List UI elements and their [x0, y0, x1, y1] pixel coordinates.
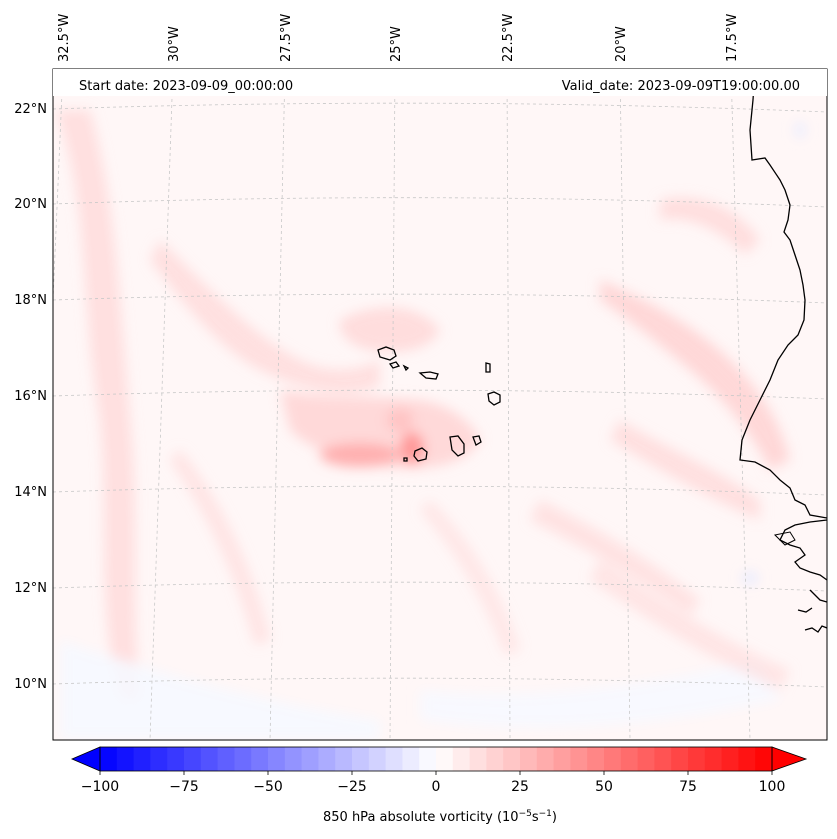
colorbar-segment: [234, 747, 252, 771]
colorbar-segment: [637, 747, 655, 771]
lon-label: 32.5°W: [57, 14, 72, 62]
colorbar-segment: [419, 747, 437, 771]
colorbar-segment: [654, 747, 672, 771]
colorbar-tick-label: 0: [432, 779, 441, 795]
colorbar-tick-label: −25: [337, 779, 367, 795]
colorbar-tick-label: 50: [595, 779, 613, 795]
latitude-labels: 22°N 20°N 18°N 16°N 14°N 12°N 10°N: [14, 102, 47, 692]
colorbar: −100 −75 −50 −25 0 25 50 75 100 850 hPa absolute…: [70, 746, 808, 825]
cape-verde-islands: [377, 346, 501, 462]
colorbar-tick-label: 75: [679, 779, 697, 795]
colorbar-segment: [738, 747, 756, 771]
colorbar-segment: [318, 747, 336, 771]
colorbar-tick-label: −50: [253, 779, 283, 795]
start-date-label: Start date: 2023-09-09_00:00:00: [79, 79, 293, 94]
colorbar-segment: [452, 747, 471, 771]
lon-label: 30°W: [167, 26, 182, 62]
colorbar-segment: [352, 747, 370, 771]
coastline-africa-south: [779, 519, 827, 633]
colorbar-segment: [604, 747, 622, 771]
lon-label: 17.5°W: [725, 14, 740, 62]
lat-label: 16°N: [14, 389, 47, 404]
colorbar-segment: [721, 747, 739, 771]
colorbar-segment: [251, 747, 269, 771]
lat-label: 22°N: [14, 102, 47, 117]
colorbar-segment: [503, 747, 521, 771]
colorbar-segment: [133, 747, 151, 771]
island-gambia-detail: [773, 531, 796, 546]
colorbar-segment: [335, 747, 353, 771]
colorbar-tick-label: −75: [169, 779, 199, 795]
colorbar-segment: [284, 747, 303, 771]
lat-label: 20°N: [14, 197, 47, 212]
colorbar-segment: [150, 747, 168, 771]
colorbar-segment: [167, 747, 185, 771]
colorbar-label: 850 hPa absolute vorticity (10−5s−1): [323, 809, 557, 825]
lon-label: 20°W: [614, 26, 629, 62]
lat-label: 12°N: [14, 581, 47, 596]
lon-label: 22.5°W: [501, 14, 516, 62]
colorbar-segment: [620, 747, 639, 771]
colorbar-segment: [704, 747, 723, 771]
map-panel[interactable]: [52, 68, 828, 741]
colorbar-segment: [671, 747, 689, 771]
colorbar-segment: [368, 747, 387, 771]
graticule: [53, 69, 827, 740]
vorticity-field: [55, 110, 805, 740]
lon-label: 27.5°W: [279, 14, 294, 62]
lon-label: 25°W: [389, 26, 404, 62]
colorbar-segment: [486, 747, 504, 771]
lat-label: 14°N: [14, 485, 47, 500]
colorbar-segment: [520, 747, 538, 771]
colorbar-high-extend: [771, 746, 808, 772]
colorbar-segment: [116, 747, 135, 771]
colorbar-segment: [688, 747, 706, 771]
colorbar-segment: [570, 747, 588, 771]
colorbar-segment: [100, 747, 118, 771]
colorbar-segment: [587, 747, 605, 771]
colorbar-segment: [200, 747, 219, 771]
colorbar-segment: [385, 747, 403, 771]
colorbar-segment: [436, 747, 454, 771]
coastline-africa: [739, 69, 827, 519]
colorbar-segment: [402, 747, 420, 771]
longitude-labels: 32.5°W 30°W 27.5°W 25°W 22.5°W 20°W 17.5…: [57, 14, 740, 62]
colorbar-ticks: −100 −75 −50 −25 0 25 50 75 100: [81, 771, 786, 795]
annotation-strip: [53, 69, 827, 96]
colorbar-low-extend: [70, 746, 101, 772]
colorbar-segment: [268, 747, 286, 771]
colorbar-segment: [301, 747, 319, 771]
colorbar-segment: [184, 747, 202, 771]
lat-label: 18°N: [14, 293, 47, 308]
colorbar-segment: [536, 747, 555, 771]
colorbar-tick-label: −100: [81, 779, 119, 795]
lat-label: 10°N: [14, 677, 47, 692]
colorbar-segment: [755, 747, 773, 771]
colorbar-segments: [100, 747, 773, 771]
colorbar-segment: [469, 747, 487, 771]
colorbar-segment: [553, 747, 571, 771]
colorbar-segment: [217, 747, 235, 771]
colorbar-tick-label: 100: [759, 779, 786, 795]
colorbar-tick-label: 25: [511, 779, 529, 795]
valid-date-label: Valid_date: 2023-09-09T19:00:00.00: [562, 79, 800, 94]
